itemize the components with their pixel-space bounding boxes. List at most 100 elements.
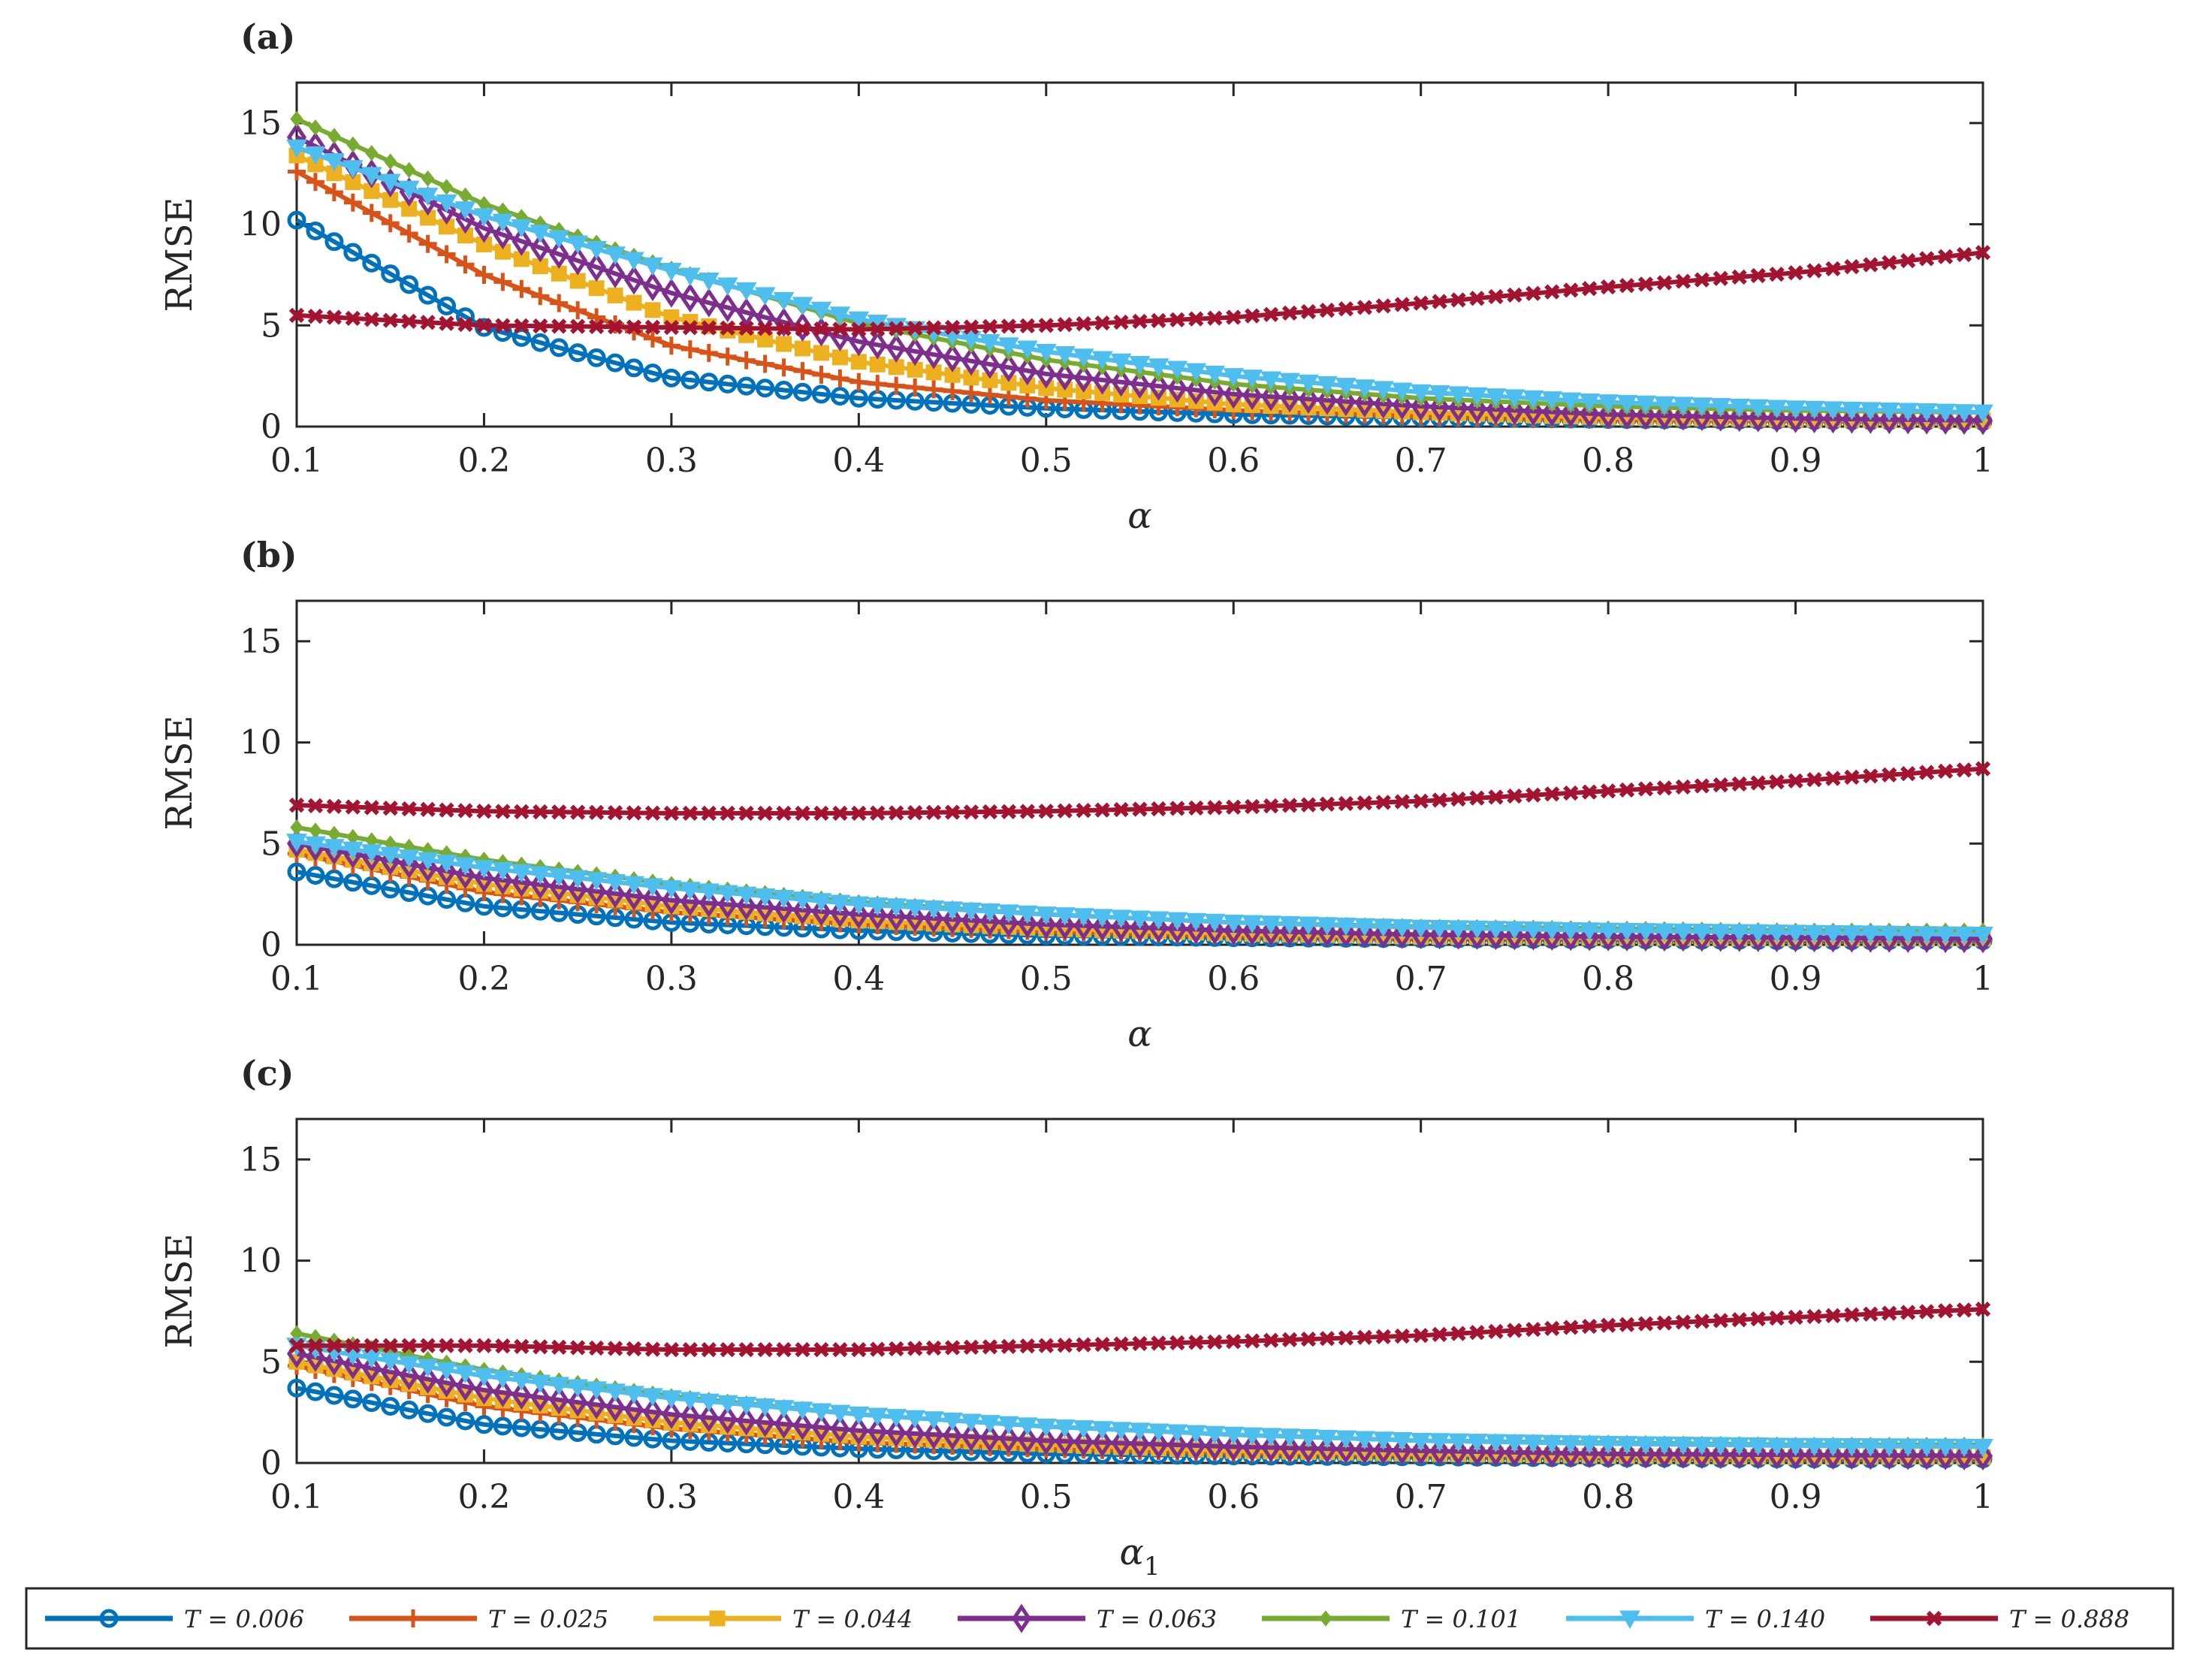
data-point [1410, 1432, 1432, 1452]
data-point [661, 1399, 681, 1429]
data-point [793, 362, 812, 381]
data-point [776, 805, 792, 822]
panel-c: (c)0.1 0.2 0.3 0.4 0.5 0.6 0.7 0.8 0.9 1051015α1R… [158, 1053, 1993, 1582]
data-point [923, 1411, 944, 1430]
data-point [810, 893, 832, 912]
data-point [1731, 269, 1747, 285]
data-point [831, 369, 850, 388]
data-point [642, 883, 662, 913]
data-point [1598, 1439, 1619, 1469]
y-tick-label: 5 [261, 306, 282, 345]
data-point [1447, 1433, 1469, 1452]
data-point [661, 278, 681, 308]
data-point [1111, 912, 1131, 942]
data-point [1600, 1317, 1616, 1333]
data-point [961, 1413, 982, 1433]
data-point [1469, 1325, 1485, 1341]
data-point [1806, 1308, 1822, 1325]
data-point [1019, 318, 1035, 333]
data-point [1375, 1329, 1391, 1345]
data-point [533, 1339, 548, 1355]
data-point [1842, 404, 1862, 434]
data-point [1110, 1422, 1132, 1440]
data-point [720, 1342, 735, 1358]
data-point [1766, 400, 1788, 418]
data-point [1673, 923, 1694, 943]
data-point [1450, 292, 1466, 308]
data-point [309, 119, 322, 136]
data-point [792, 891, 813, 910]
data-point [889, 321, 904, 336]
data-point [1263, 1332, 1279, 1348]
data-point [1691, 402, 1712, 432]
panel-label: (c) [240, 1053, 294, 1093]
data-point [1091, 1421, 1113, 1440]
data-point [401, 313, 417, 330]
data-point [439, 315, 454, 331]
data-point [1261, 916, 1281, 946]
data-point [1298, 916, 1319, 936]
data-point [774, 381, 794, 400]
data-point [905, 336, 925, 366]
data-point [1447, 386, 1469, 405]
data-point [1580, 399, 1600, 429]
data-point [1936, 405, 1956, 435]
legend-item: T = 0.006 [45, 1605, 304, 1633]
data-point [1129, 1422, 1151, 1441]
data-point [848, 896, 870, 915]
data-point [454, 201, 476, 220]
data-point [1486, 921, 1506, 951]
data-point [495, 804, 511, 819]
data-point [623, 1395, 644, 1425]
data-point [738, 320, 754, 336]
data-point [1166, 360, 1188, 379]
data-point [1656, 780, 1673, 796]
data-point [1803, 1437, 1825, 1457]
data-point [1954, 1438, 1975, 1458]
data-point [1280, 917, 1300, 947]
data-point [1860, 402, 1882, 421]
data-point [1073, 908, 1094, 927]
data-point [1748, 1440, 1768, 1470]
data-point [1280, 1433, 1300, 1463]
data-point [1919, 251, 1935, 267]
data-point [1413, 1328, 1429, 1344]
data-point [1151, 1335, 1166, 1351]
data-point [1900, 1304, 1916, 1320]
data-point [1860, 404, 1881, 434]
data-point [905, 1419, 925, 1449]
data-point [1186, 915, 1206, 945]
data-point [813, 321, 829, 337]
data-point [1110, 353, 1132, 372]
data-point [1036, 1425, 1056, 1455]
data-point [605, 1392, 626, 1422]
data-point [1091, 909, 1113, 927]
data-point [1357, 1329, 1372, 1345]
data-point [1205, 1431, 1225, 1461]
data-point [774, 358, 793, 377]
data-point [792, 297, 813, 315]
data-point [417, 1359, 439, 1378]
data-point [701, 1342, 717, 1358]
data-point [1654, 1436, 1675, 1455]
data-point [998, 1416, 1019, 1435]
data-point [345, 1338, 361, 1353]
x-tick-label: 0.3 [645, 960, 698, 998]
data-point [1635, 923, 1656, 942]
data-point [1935, 403, 1956, 423]
data-point [436, 855, 457, 873]
data-point [1675, 779, 1691, 795]
data-point [1954, 406, 1975, 436]
data-point [288, 797, 305, 813]
data-point [307, 798, 324, 814]
data-point [1166, 912, 1188, 931]
data-point [699, 372, 719, 392]
x-tick-label: 0.8 [1582, 960, 1634, 998]
legend-item: T = 0.044 [653, 1605, 913, 1633]
data-point [1335, 918, 1356, 948]
data-point [1130, 1428, 1150, 1458]
data-point [400, 1400, 419, 1419]
data-point [1226, 309, 1242, 325]
data-point [1392, 390, 1412, 420]
data-point [661, 1390, 682, 1409]
